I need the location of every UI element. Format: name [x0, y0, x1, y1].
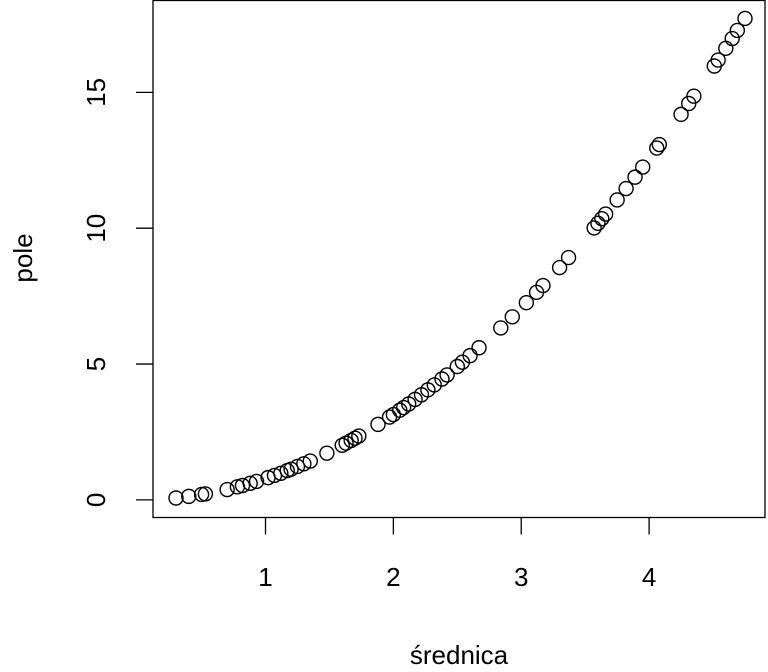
x-tick-label: 4	[642, 562, 656, 592]
data-point	[242, 475, 258, 492]
data-point	[518, 294, 535, 311]
y-tick-label: 15	[81, 78, 111, 107]
data-point	[560, 249, 577, 266]
data-point	[609, 192, 625, 208]
data-point	[449, 358, 466, 375]
data-point	[395, 399, 412, 416]
data-point	[426, 377, 442, 393]
data-point	[248, 473, 265, 490]
data-point	[535, 277, 551, 294]
data-point	[234, 477, 251, 494]
data-point	[551, 259, 568, 276]
data-point	[181, 488, 197, 505]
y-tick-label: 5	[81, 357, 111, 371]
y-tick-label: 0	[81, 493, 111, 507]
data-point	[737, 10, 753, 27]
data-point	[347, 430, 363, 446]
data-point	[594, 210, 610, 227]
data-point	[302, 453, 318, 469]
data-point	[219, 481, 235, 498]
plot-frame	[152, 0, 766, 519]
data-point	[351, 428, 367, 444]
data-point	[334, 437, 350, 453]
data-point	[197, 486, 214, 502]
data-point	[618, 180, 634, 197]
data-point	[504, 309, 520, 325]
data-point	[586, 220, 602, 236]
data-point	[597, 206, 614, 222]
data-point	[434, 371, 450, 387]
y-axis: 0 5 10 15	[81, 78, 153, 507]
data-point	[649, 140, 665, 156]
data-point	[673, 106, 689, 123]
data-point	[729, 22, 746, 39]
data-point	[718, 40, 734, 57]
data-point	[627, 169, 643, 185]
data-point	[635, 159, 651, 175]
data-point	[651, 136, 668, 153]
data-point	[724, 30, 740, 47]
data-point	[319, 445, 335, 461]
y-tick-label: 10	[81, 214, 111, 243]
x-tick-label: 3	[514, 562, 528, 592]
data-point	[471, 340, 487, 356]
data-point	[710, 52, 726, 68]
data-point	[686, 88, 702, 104]
x-axis-title: średnica	[410, 640, 509, 670]
x-tick-label: 1	[258, 562, 272, 592]
y-axis-title: pole	[8, 233, 38, 282]
data-point	[229, 479, 246, 495]
data-point	[168, 490, 184, 506]
data-point	[343, 432, 359, 449]
data-point	[590, 215, 606, 232]
x-tick-label: 2	[386, 562, 400, 592]
x-axis: 1 2 3 4	[258, 517, 656, 592]
data-point	[493, 320, 509, 336]
data-point	[370, 416, 386, 433]
data-point	[439, 367, 455, 383]
data-point	[462, 347, 478, 364]
data-points	[168, 10, 753, 506]
